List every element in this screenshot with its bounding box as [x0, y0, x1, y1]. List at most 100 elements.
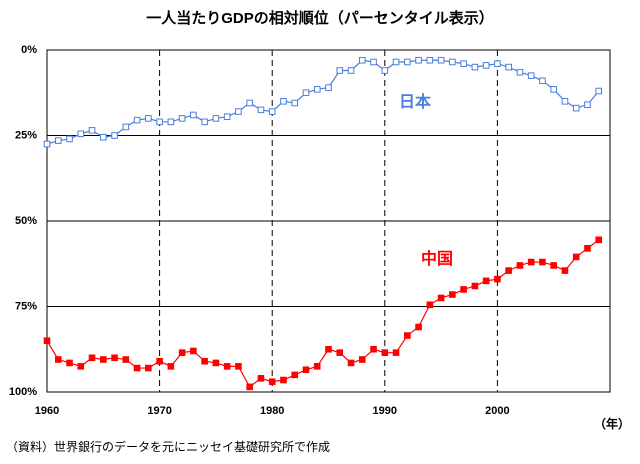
chart-title: 一人当たりGDPの相対順位（パーセンタイル表示） [146, 9, 494, 27]
data-point [336, 349, 344, 356]
data-point [235, 108, 242, 115]
data-point [336, 67, 344, 74]
series-line [46, 59, 600, 145]
data-point [527, 72, 535, 79]
data-point [111, 132, 118, 139]
data-point [167, 118, 175, 126]
data-point [167, 363, 175, 370]
data-point [584, 245, 591, 252]
data-point [201, 357, 208, 365]
data-point [539, 77, 546, 85]
data-point [246, 383, 253, 391]
data-point [111, 354, 118, 362]
data-point [43, 140, 51, 148]
data-point [100, 356, 107, 363]
data-point [43, 337, 51, 344]
data-point [325, 84, 332, 91]
data-point [133, 364, 141, 372]
data-point [449, 291, 456, 298]
data-point [404, 58, 411, 66]
data-point [482, 62, 490, 69]
data-point [223, 363, 231, 370]
data-point [201, 118, 208, 126]
data-point [415, 323, 422, 331]
data-point [516, 262, 524, 269]
data-point [291, 371, 299, 379]
data-point [595, 236, 603, 244]
x-tick-label: 1980 [260, 405, 284, 417]
data-point [280, 376, 287, 384]
data-point [347, 359, 355, 367]
data-point [268, 108, 276, 115]
data-point [572, 253, 580, 261]
data-point [212, 359, 220, 367]
data-point [437, 294, 445, 302]
data-point [404, 332, 411, 339]
data-point [257, 375, 265, 382]
data-point [280, 98, 287, 105]
data-point [437, 56, 445, 64]
data-point [313, 86, 321, 93]
y-tick-label: 25% [15, 129, 37, 141]
data-point [66, 135, 73, 143]
data-point [516, 68, 524, 76]
data-point [358, 56, 366, 64]
source-note: （資料）世界銀行のデータを元にニッセイ基礎研究所で作成 [6, 439, 330, 454]
data-point [54, 356, 62, 363]
data-point [88, 127, 96, 134]
data-point [156, 118, 163, 126]
data-point [572, 104, 580, 112]
data-point [415, 56, 422, 64]
data-point [550, 262, 558, 269]
y-tick-label: 75% [15, 300, 37, 312]
y-tick-label: 100% [9, 386, 37, 398]
data-point [190, 111, 197, 119]
data-point [561, 267, 569, 274]
data-point [392, 58, 400, 66]
data-point [77, 130, 85, 138]
data-point [527, 258, 535, 266]
series-line [46, 239, 600, 388]
data-point [302, 89, 310, 97]
data-point [347, 67, 355, 74]
data-point [370, 58, 377, 66]
data-point [54, 137, 62, 144]
data-point [460, 60, 467, 67]
x-tick-label: 1990 [373, 405, 397, 417]
data-point [302, 366, 310, 374]
data-point [426, 301, 434, 309]
series-label: 中国 [421, 249, 453, 268]
data-point [77, 363, 85, 370]
data-point [235, 363, 242, 370]
series-label: 日本 [399, 92, 431, 111]
data-point [494, 60, 501, 67]
data-point [381, 67, 389, 74]
x-tick-label: 1970 [147, 405, 171, 417]
data-point [223, 113, 231, 120]
data-point [246, 99, 253, 107]
data-point [145, 364, 152, 372]
data-point [482, 277, 490, 285]
y-tick-label: 0% [21, 44, 37, 56]
x-tick-label: 1960 [35, 405, 59, 417]
data-point [178, 115, 186, 122]
data-point [122, 123, 130, 131]
data-point [584, 101, 591, 109]
data-point [145, 115, 152, 122]
data-point [370, 345, 377, 353]
data-point [66, 359, 73, 367]
data-point [505, 63, 512, 71]
data-point [257, 106, 265, 114]
y-tick-label: 50% [15, 215, 37, 227]
data-point [471, 63, 479, 71]
data-point [88, 354, 96, 362]
data-point [325, 345, 332, 353]
data-point [313, 363, 321, 370]
data-point [100, 133, 107, 141]
data-point [392, 349, 400, 356]
data-point [268, 378, 276, 386]
data-point [178, 349, 186, 356]
data-point [505, 267, 512, 274]
